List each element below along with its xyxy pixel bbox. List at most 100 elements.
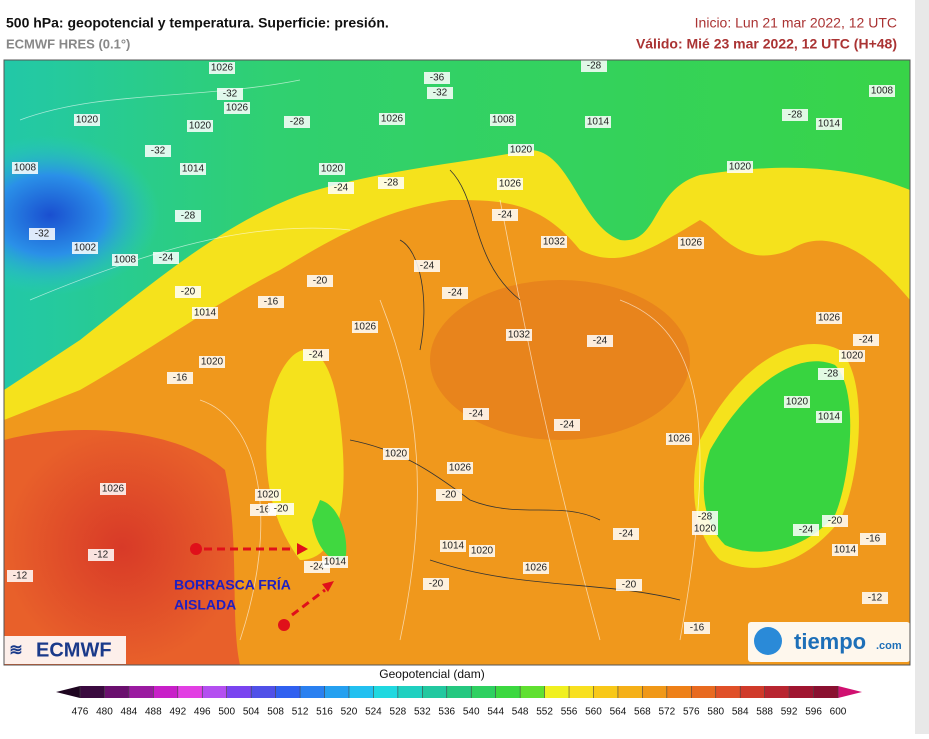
map-label-box: [490, 114, 516, 126]
map-label: -24: [859, 335, 874, 346]
colorbar-box: [813, 686, 838, 698]
map-label: 1032: [543, 237, 566, 248]
colorbar-tick-label: 560: [585, 707, 602, 718]
map-label-box: [587, 335, 613, 347]
map-label-box: [303, 349, 329, 361]
map-label: -20: [274, 504, 289, 515]
map-label: 1020: [510, 145, 533, 156]
map-label: -24: [159, 253, 174, 264]
colorbar-box: [373, 686, 398, 698]
map-label-box: [427, 87, 453, 99]
map-label-box: [12, 162, 38, 174]
map-label: 1026: [525, 563, 548, 574]
model: ECMWF HRES (0.1°): [6, 36, 130, 51]
colorbar-box: [715, 686, 741, 698]
map-label: -20: [429, 579, 444, 590]
colorbar-tick-label: 556: [561, 707, 578, 718]
map-border: [3, 59, 911, 666]
colorbar-over: [838, 686, 862, 698]
map-label: -24: [799, 525, 814, 536]
colorbar-tick-label: 580: [707, 707, 724, 718]
colorbar: 476 480 484 488 492 496 500 504 508 512 516 520 524 5…: [56, 686, 862, 718]
map-label-box: [727, 161, 753, 173]
map-label: -32: [223, 89, 238, 100]
map-label: -16: [690, 623, 705, 634]
map-label-box: [423, 578, 449, 590]
map-label-box: [793, 524, 819, 536]
map-label-box: [29, 228, 55, 240]
map-label-box: [442, 287, 468, 299]
map-label: 1026: [449, 463, 472, 474]
map-label-box: [860, 533, 886, 545]
map-label-box: [180, 163, 206, 175]
colorbar-tick-label: 568: [634, 707, 651, 718]
colorbar-box: [251, 686, 276, 698]
map-label: 1002: [74, 243, 97, 254]
map-label-box: [784, 396, 810, 408]
map-label-box: [175, 210, 201, 222]
map-label: 1014: [182, 164, 205, 175]
tiempo-logo-suffix: .com: [876, 640, 902, 652]
map-label: -28: [824, 369, 839, 380]
map-label: -28: [384, 178, 399, 189]
map-label-box: [613, 528, 639, 540]
colorbar-title: Geopotencial (dam): [379, 667, 484, 681]
map-label-box: [7, 570, 33, 582]
map-label-box: [175, 286, 201, 298]
map-label: 1014: [194, 308, 217, 319]
colorbar-tick-label: 492: [169, 707, 186, 718]
map-label: 1014: [834, 545, 857, 556]
map-label-box: [217, 88, 243, 100]
colorbar-box: [446, 686, 472, 698]
map-label-box: [585, 116, 611, 128]
map-label-box: [328, 182, 354, 194]
colorbar-tick-label: 500: [218, 707, 235, 718]
map-label-box: [508, 144, 534, 156]
colorbar-tick-label: 576: [683, 707, 700, 718]
map-label: -24: [420, 261, 435, 272]
map-label: 1020: [189, 121, 212, 132]
map-label: 1020: [471, 546, 494, 557]
colorbar-box: [593, 686, 618, 698]
map-label-box: [167, 372, 193, 384]
map-label: -24: [469, 409, 484, 420]
map-label: -12: [94, 550, 109, 561]
colorbar-tick-label: 536: [438, 707, 455, 718]
map-label-box: [436, 489, 462, 501]
map-label: 1020: [76, 115, 99, 126]
map-label: -24: [334, 183, 349, 194]
map-label-box: [816, 312, 842, 324]
logo-icon: ≋: [9, 642, 22, 659]
map-label: -20: [181, 287, 196, 298]
map-label-box: [782, 109, 808, 121]
colorbar-tick-label: 488: [145, 707, 162, 718]
map-label: -20: [828, 516, 843, 527]
map-label-box: [88, 549, 114, 561]
map-label-box: [492, 209, 518, 221]
map-label: 1020: [257, 490, 280, 501]
map-label: 1026: [226, 103, 249, 114]
map-label: -24: [310, 562, 325, 573]
colorbar-tick-label: 484: [121, 707, 138, 718]
map-label-box: [692, 523, 718, 535]
map-label: -32: [35, 229, 50, 240]
map-label: -24: [619, 529, 634, 540]
map-label: 1026: [499, 179, 522, 190]
colorbar-box: [324, 686, 349, 698]
tiempo-logo: tiempo: [794, 629, 866, 654]
map-label-box: [187, 120, 213, 132]
map-label: -28: [587, 61, 602, 72]
map-label-box: [816, 118, 842, 130]
map-label-box: [832, 544, 858, 556]
map-label-box: [100, 483, 126, 495]
map-label: -16: [173, 373, 188, 384]
colorbar-box: [544, 686, 570, 698]
map-label: -28: [181, 211, 196, 222]
map-label: 1026: [680, 238, 703, 249]
map-label-box: [822, 515, 848, 527]
map-label-box: [319, 163, 345, 175]
map-label-box: [440, 540, 466, 552]
colorbar-tick-label: 476: [72, 707, 89, 718]
map-label: -28: [788, 110, 803, 121]
